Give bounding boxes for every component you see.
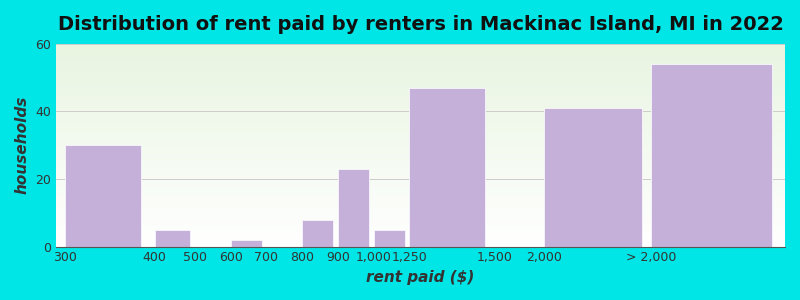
Bar: [302, 220, 334, 247]
Bar: [374, 230, 405, 247]
Bar: [230, 240, 262, 247]
Bar: [66, 145, 142, 247]
Bar: [410, 88, 486, 247]
Title: Distribution of rent paid by renters in Mackinac Island, MI in 2022: Distribution of rent paid by renters in …: [58, 15, 783, 34]
Bar: [302, 220, 334, 247]
Bar: [651, 64, 771, 247]
Bar: [410, 88, 486, 247]
Bar: [338, 169, 370, 247]
X-axis label: rent paid ($): rent paid ($): [366, 270, 475, 285]
Bar: [154, 230, 190, 247]
Bar: [338, 169, 370, 247]
Y-axis label: households: households: [15, 96, 30, 194]
Bar: [230, 240, 262, 247]
Bar: [651, 64, 771, 247]
Bar: [543, 108, 642, 247]
Bar: [66, 145, 142, 247]
Bar: [543, 108, 642, 247]
Bar: [374, 230, 405, 247]
Bar: [154, 230, 190, 247]
